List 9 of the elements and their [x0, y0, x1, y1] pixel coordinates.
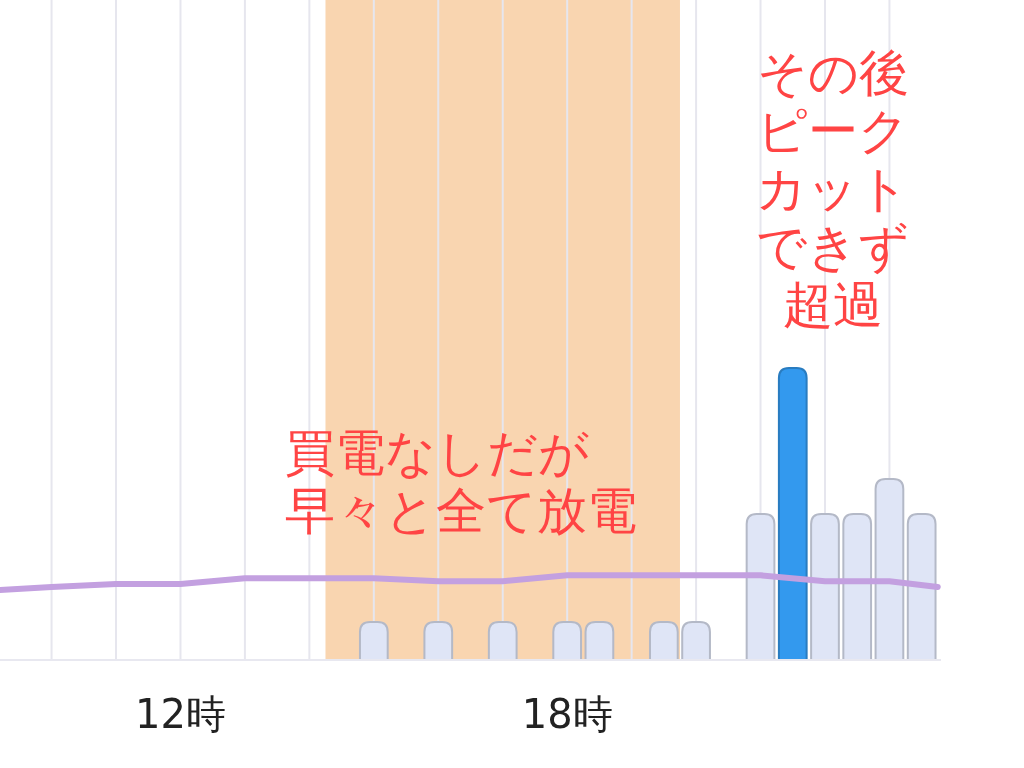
- x-tick-label: 18時: [521, 691, 613, 737]
- bar: [648, 621, 679, 661]
- bar: [584, 621, 615, 661]
- annotation: その後ピークカットできず超過: [756, 44, 910, 334]
- bar: [777, 367, 808, 661]
- bar: [842, 513, 873, 661]
- x-tick-label: 12時: [135, 691, 226, 737]
- annotation: 買電なしだが早々と全て放電: [285, 424, 637, 540]
- bar: [906, 513, 937, 661]
